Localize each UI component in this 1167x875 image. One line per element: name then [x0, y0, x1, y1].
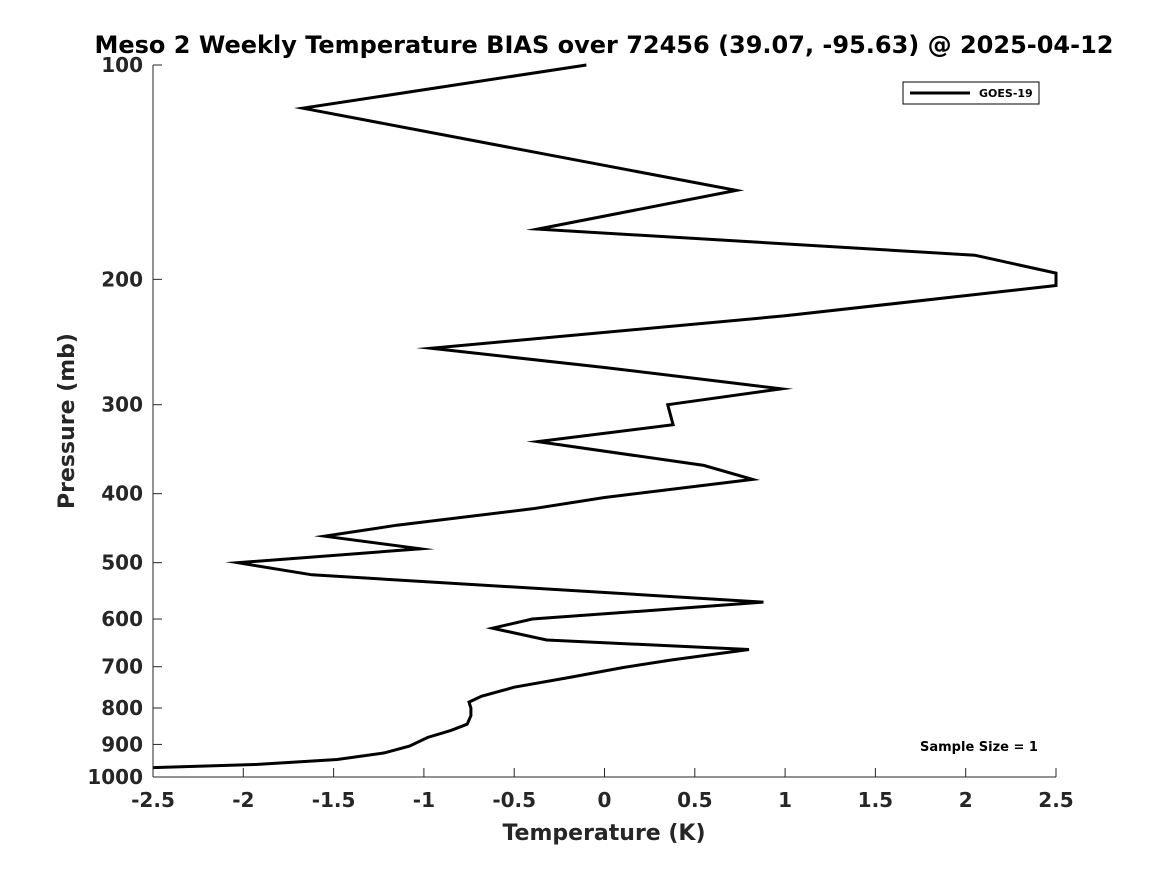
x-tick-label: -2 [232, 788, 254, 812]
y-tick-label: 1000 [87, 765, 143, 789]
y-tick-label: 700 [101, 655, 143, 679]
x-tick-label: 1.5 [858, 788, 893, 812]
y-tick-label: 300 [101, 393, 143, 417]
x-tick-label: -0.5 [492, 788, 536, 812]
legend: GOES-19 [902, 81, 1040, 105]
x-tick-label: 0.5 [677, 788, 712, 812]
chart-title: Meso 2 Weekly Temperature BIAS over 7245… [94, 31, 1113, 59]
plot-area [153, 65, 1056, 777]
x-tick-label: 2 [959, 788, 973, 812]
y-tick-label: 500 [101, 551, 143, 575]
legend-label-goes-19: GOES-19 [979, 87, 1033, 100]
sample-size-annotation: Sample Size = 1 [920, 740, 1038, 755]
x-tick-label: 0 [598, 788, 612, 812]
legend-box [902, 81, 1040, 105]
x-tick-label: -1 [413, 788, 435, 812]
y-tick-label: 600 [101, 607, 143, 631]
y-tick-label: 800 [101, 696, 143, 720]
y-tick-label: 400 [101, 482, 143, 506]
y-tick-label: 200 [101, 267, 143, 291]
x-axis-label: Temperature (K) [502, 821, 705, 846]
y-tick-label: 100 [101, 53, 143, 77]
x-tick-label: 2.5 [1038, 788, 1073, 812]
series-line-goes-19 [152, 63, 1058, 770]
x-tick-label: 1 [778, 788, 792, 812]
y-axis-label: Pressure (mb) [55, 333, 80, 509]
y-tick-label: 900 [101, 732, 143, 756]
x-tick-label: -1.5 [312, 788, 356, 812]
x-tick-label: -2.5 [131, 788, 175, 812]
